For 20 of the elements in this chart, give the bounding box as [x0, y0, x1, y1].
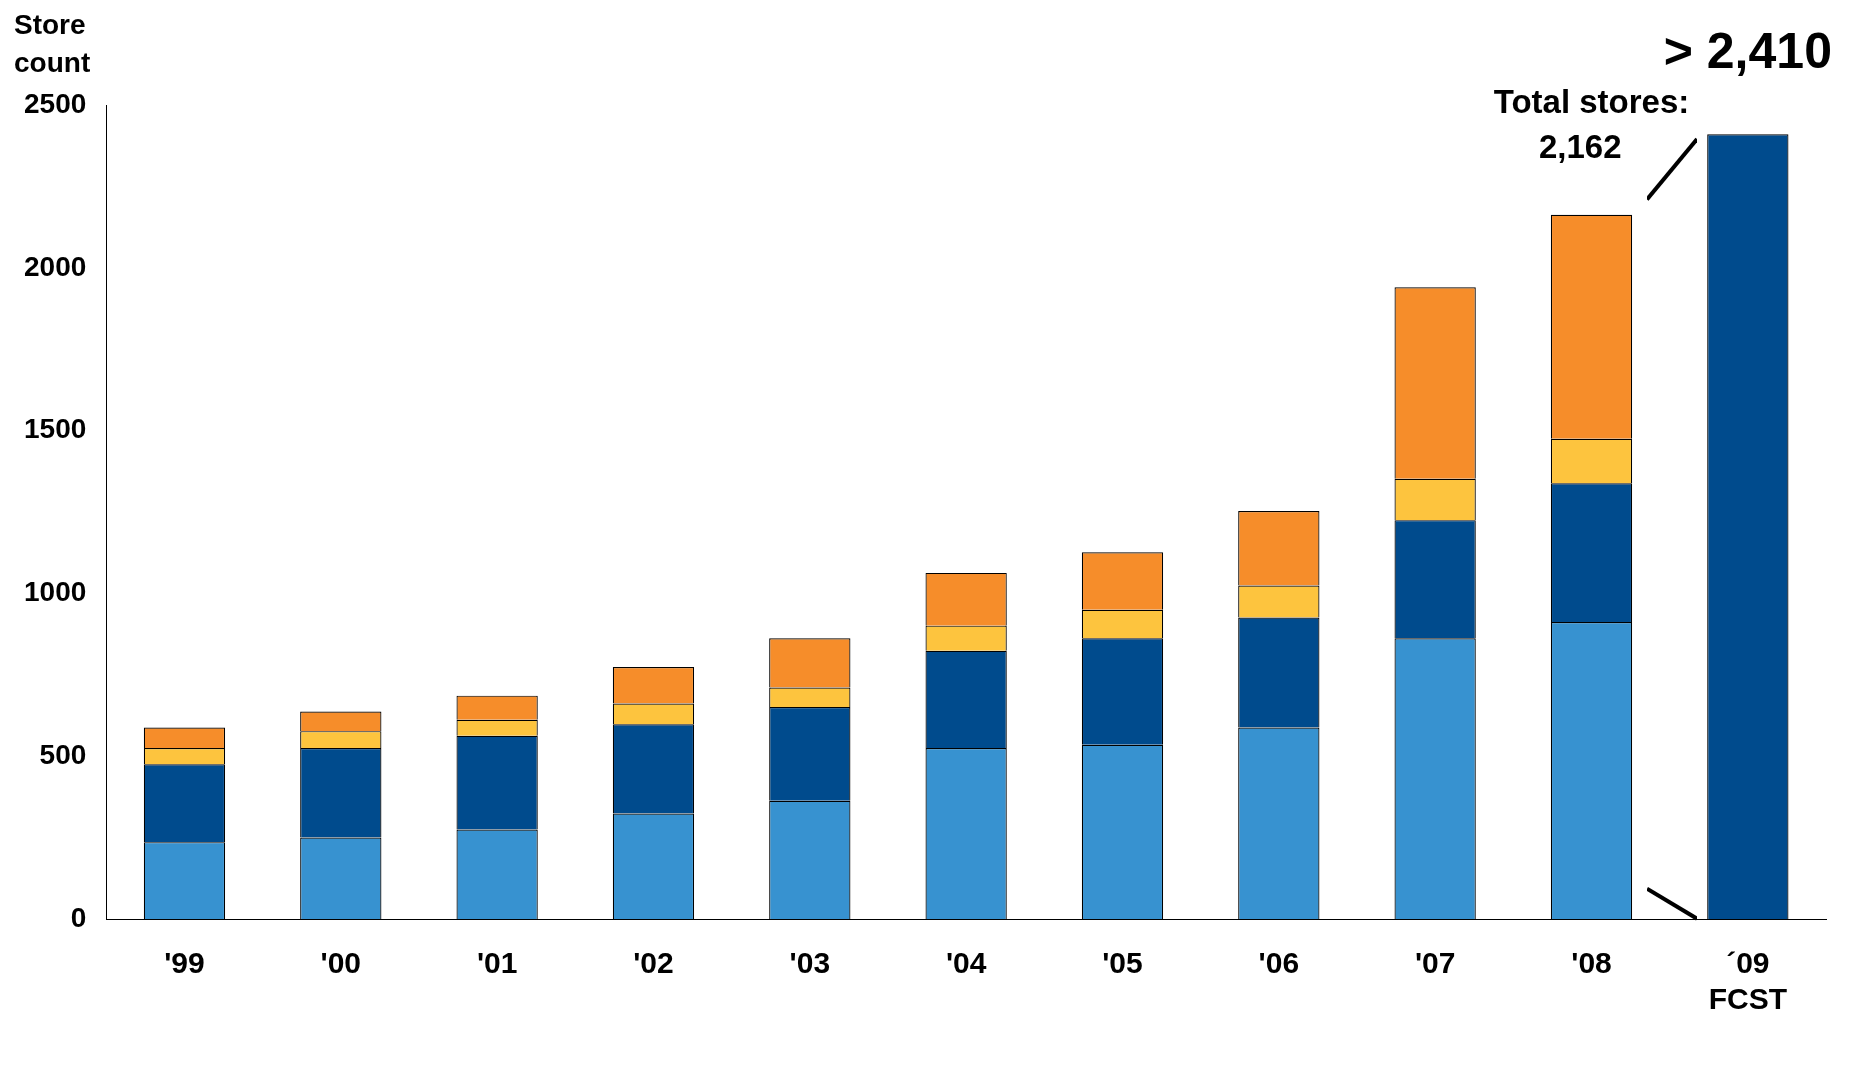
- x-tick-label: '08: [1571, 946, 1612, 980]
- x-tick-label: '02: [633, 946, 674, 980]
- data-label: > 2,410: [1663, 23, 1832, 80]
- x-tick-label: '01: [476, 946, 518, 980]
- x-tick-label: ´09 FCST: [1708, 946, 1787, 1016]
- x-tick-label: '04: [945, 946, 987, 980]
- y-tick-label: 1500: [23, 413, 87, 445]
- x-tick-label: '07: [1414, 946, 1456, 980]
- x-tick-label: '05: [1102, 946, 1143, 980]
- y-tick-label: 0: [70, 901, 87, 933]
- y-tick-label: 500: [39, 738, 87, 770]
- y-tick-label: 2000: [23, 250, 87, 282]
- y-tick-label: 2500: [23, 87, 87, 119]
- x-tick-label: '99: [164, 946, 205, 980]
- annotation: Total stores: 2,162: [1493, 82, 1690, 165]
- y-tick-label: 1000: [23, 576, 87, 608]
- x-tick-label: '06: [1258, 946, 1300, 980]
- x-tick-label: '00: [320, 946, 362, 980]
- x-tick-label: '03: [789, 946, 831, 980]
- y-axis-title: Store count: [14, 8, 92, 80]
